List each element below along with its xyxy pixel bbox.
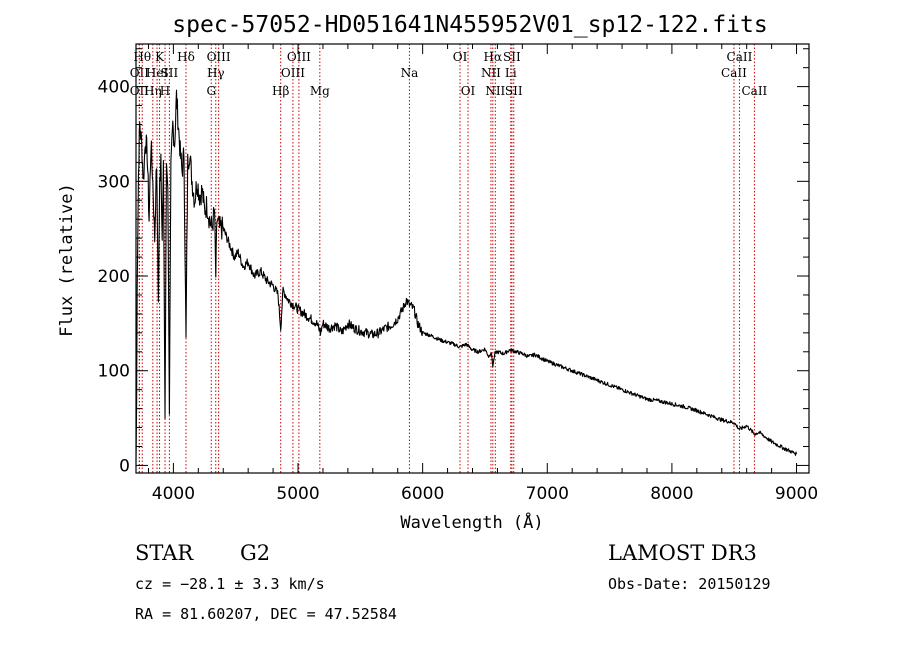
spectral-line-label: OIII (207, 50, 231, 64)
spectral-line-label: K (155, 50, 165, 64)
spectral-line-label: SII (503, 50, 521, 64)
spectral-line-label: Hβ (272, 84, 289, 98)
x-axis: 4000 5000 6000 7000 8000 9000 (147, 44, 818, 504)
spectrum-series (135, 89, 798, 461)
spectral-line-label: H (160, 84, 170, 98)
y-tick-label: 100 (98, 362, 130, 382)
y-tick-label: 400 (98, 78, 130, 98)
x-tick-label: 8000 (650, 484, 693, 504)
spectral-line-label: OI (453, 50, 468, 64)
spectral-line-label: Mg (310, 84, 330, 98)
redshift-cz: cz = −28.1 ± 3.3 km/s (135, 575, 325, 593)
ra-dec: RA = 81.60207, DEC = 47.52584 (135, 605, 397, 623)
object-subclass: G2 (240, 541, 270, 565)
x-tick-label: 5000 (276, 484, 319, 504)
spectral-line-label: NII (485, 84, 505, 98)
obs-date: Obs-Date: 20150129 (608, 575, 771, 593)
spectral-line-markers: OIIOIIHθHηHeIKHSIIHδGHγOIIIHβOIIIOIIIMgN… (130, 44, 768, 473)
y-tick-label: 300 (98, 172, 130, 192)
spectral-line-label: Hα (484, 50, 503, 64)
spectral-line-label: OI (461, 84, 476, 98)
x-tick-label: 7000 (526, 484, 569, 504)
x-tick-label: 4000 (152, 484, 195, 504)
spectral-line-label: HeI (146, 66, 169, 80)
spectral-line-label: OIII (281, 66, 305, 80)
spectral-line-label: OII (130, 66, 150, 80)
x-tick-label: 9000 (775, 484, 818, 504)
spectral-line-label: CaII (721, 66, 747, 80)
spectral-line-label: Li (505, 66, 517, 80)
y-tick-label: 200 (98, 267, 130, 287)
x-tick-label: 6000 (401, 484, 444, 504)
spectral-line-label: NII (481, 66, 501, 80)
spectral-line-label: SII (505, 84, 523, 98)
y-axis-label: Flux (relative) (57, 183, 77, 337)
spectral-line-label: G (206, 84, 216, 98)
spectrum-line (135, 89, 798, 461)
spectral-line-label: CaII (727, 50, 753, 64)
spectral-line-label: OIII (287, 50, 311, 64)
spectral-line-label: Hθ (133, 50, 151, 64)
y-axis: 0 100 200 300 400 (98, 48, 809, 476)
spectral-line-label: CaII (741, 84, 767, 98)
chart-title: spec-57052-HD051641N455952V01_sp12-122.f… (172, 12, 767, 38)
spectral-line-label: Hγ (207, 66, 225, 80)
x-axis-label: Wavelength (Å) (400, 511, 543, 533)
y-tick-label: 0 (119, 456, 130, 476)
object-class: STAR (135, 541, 194, 565)
plot-frame (135, 43, 810, 474)
survey-label: LAMOST DR3 (608, 541, 757, 565)
spectral-line-label: Hδ (177, 50, 195, 64)
spectral-line-label: SII (161, 66, 179, 80)
spectral-line-label: Na (401, 66, 419, 80)
